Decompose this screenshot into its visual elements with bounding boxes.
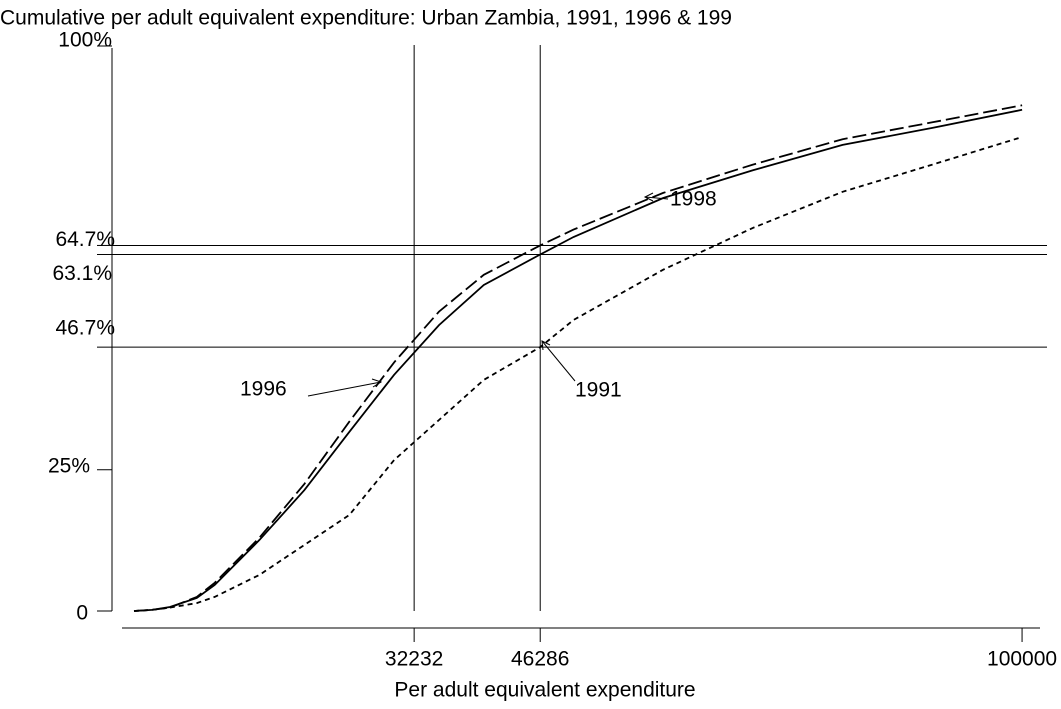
chart-title: Cumulative per adult equivalent expendit… [0, 7, 732, 30]
y-tick-label: 100% [58, 29, 112, 52]
data-line [133, 108, 1023, 612]
data-line [133, 136, 1023, 612]
x-tick-label: 100000 [987, 648, 1057, 671]
y-tick-label: 64.7% [55, 228, 115, 251]
y-tick-label: 0 [76, 602, 88, 625]
annotation: 1991 [575, 379, 622, 402]
x-axis-label: Per adult equivalent expenditure [394, 679, 695, 702]
y-tick-label: 63.1% [52, 262, 112, 285]
annotation: 1998 [670, 188, 717, 211]
y-tick-label: 46.7% [55, 317, 115, 340]
annotation-arrows [307, 192, 669, 397]
x-tick-label: 32232 [385, 648, 443, 671]
annotation: 1996 [240, 378, 287, 401]
x-tick-label: 46286 [511, 648, 569, 671]
y-tick-label: 25% [48, 454, 90, 477]
data-line [133, 104, 1023, 612]
